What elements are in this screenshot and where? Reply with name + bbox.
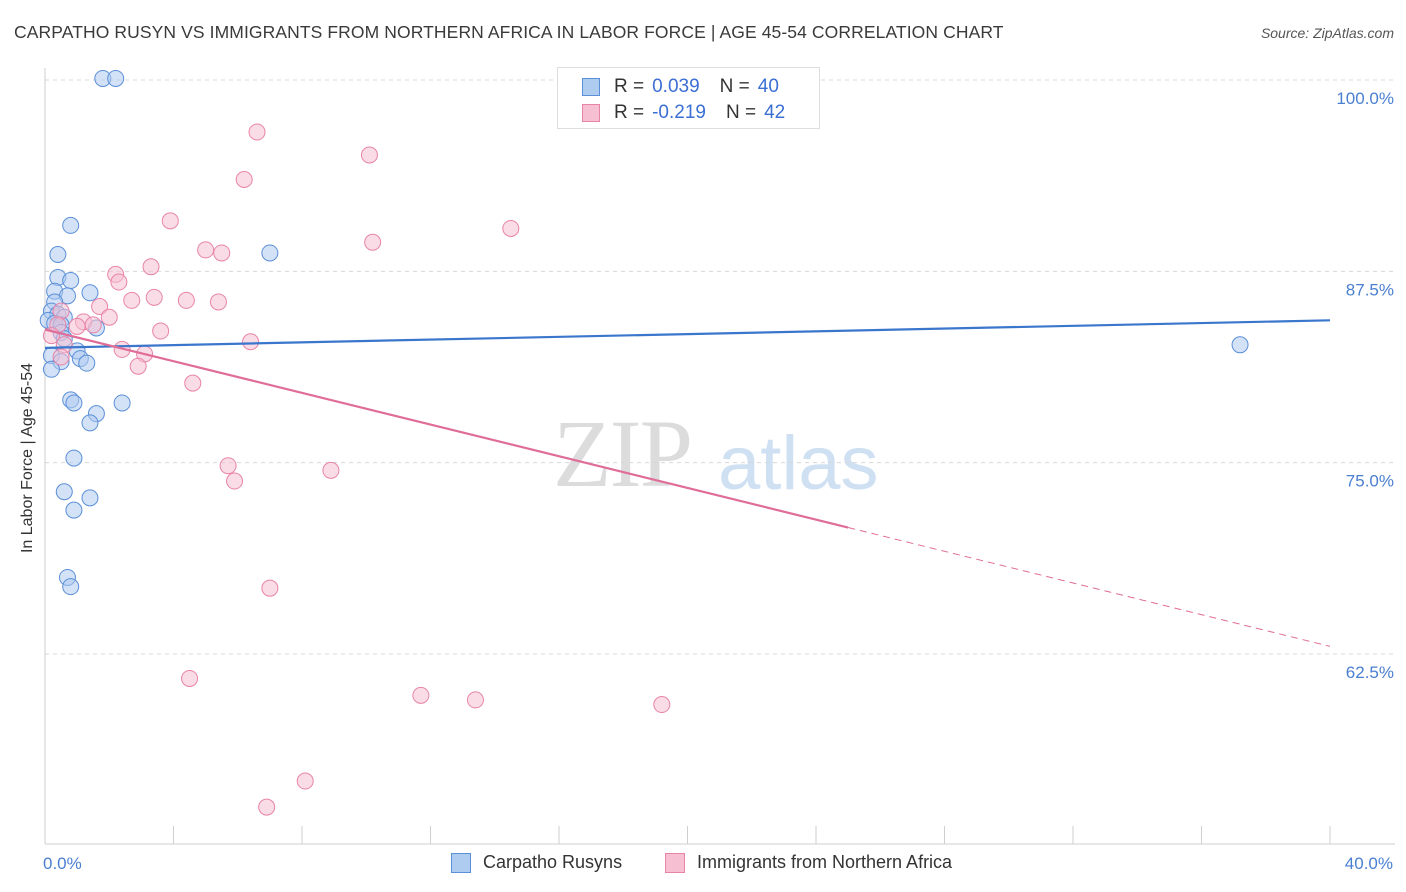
data-point <box>42 360 60 378</box>
r-label: R = <box>614 102 645 123</box>
data-point <box>107 69 125 87</box>
data-point <box>81 284 99 302</box>
data-point <box>65 501 83 519</box>
data-point <box>129 357 147 375</box>
grid-lines <box>45 79 1395 655</box>
y-tick-label: 100.0% <box>1336 89 1394 108</box>
axes <box>44 68 1395 845</box>
data-point <box>360 146 378 164</box>
data-point <box>81 489 99 507</box>
watermark-atlas: atlas <box>718 421 879 506</box>
data-point <box>653 696 671 714</box>
data-point <box>177 291 195 309</box>
legend-item-immigrants-northern-africa: Immigrants from Northern Africa <box>665 852 952 873</box>
data-point <box>145 288 163 306</box>
data-point <box>258 798 276 816</box>
r-value: 0.039 <box>652 76 700 97</box>
data-point <box>62 578 80 596</box>
data-point <box>78 354 96 372</box>
y-tick-label: 87.5% <box>1346 280 1394 299</box>
data-point <box>84 316 102 334</box>
data-point <box>466 691 484 709</box>
data-point <box>181 669 199 687</box>
data-point <box>261 244 279 262</box>
data-point <box>68 317 86 335</box>
data-point <box>152 322 170 340</box>
n-label: N = <box>719 76 750 97</box>
data-point <box>123 291 141 309</box>
series-immigrants-northern-africa <box>42 123 671 816</box>
data-point <box>502 219 520 237</box>
data-point <box>52 348 70 366</box>
data-point <box>52 302 70 320</box>
legend-row-blue: R = 0.039 N = 40 <box>582 75 779 99</box>
data-point <box>364 233 382 251</box>
data-point <box>184 374 202 392</box>
trend-line <box>44 328 849 529</box>
data-point <box>213 244 231 262</box>
series-legend: Carpatho Rusyns Immigrants from Northern… <box>0 852 1406 876</box>
pink-swatch-icon <box>582 104 600 122</box>
y-tick-label: 75.0% <box>1346 472 1394 491</box>
watermark-zip: ZIP <box>553 400 693 507</box>
data-point <box>209 293 227 311</box>
trend-line-extrapolated <box>848 527 1331 647</box>
data-point <box>1231 336 1249 354</box>
trend-lines <box>44 319 1331 647</box>
data-point <box>322 461 340 479</box>
data-point <box>219 457 237 475</box>
legend-row-pink: R = -0.219 N = 42 <box>582 101 785 125</box>
data-point <box>65 394 83 412</box>
correlation-legend: R = 0.039 N = 40 R = -0.219 N = 42 <box>557 67 820 129</box>
legend-item-carpatho-rusyns: Carpatho Rusyns <box>451 852 622 873</box>
data-point <box>248 123 266 141</box>
y-tick-label: 62.5% <box>1346 663 1394 682</box>
data-point <box>197 241 215 259</box>
source-label: Source: ZipAtlas.com <box>1260 25 1394 41</box>
data-point <box>161 212 179 230</box>
n-value: 40 <box>757 76 779 97</box>
data-point <box>91 298 109 316</box>
data-point <box>296 772 314 790</box>
data-point <box>242 333 260 351</box>
pink-swatch-icon <box>665 852 685 873</box>
legend-label: Immigrants from Northern Africa <box>697 852 953 872</box>
data-point <box>235 170 253 188</box>
r-value: -0.219 <box>652 102 706 123</box>
data-point <box>261 579 279 597</box>
data-point <box>65 449 83 467</box>
x-tick-label: 40.0% <box>1345 854 1393 873</box>
data-point <box>55 483 73 501</box>
tick-labels: 100.0% 87.5% 75.0% 62.5% 0.0% 40.0% <box>43 89 1394 873</box>
n-label: N = <box>725 102 757 123</box>
blue-swatch-icon <box>582 78 600 96</box>
blue-swatch-icon <box>451 852 471 873</box>
data-point <box>412 686 430 704</box>
data-point <box>49 245 67 263</box>
data-point <box>113 394 131 412</box>
data-point <box>100 308 118 326</box>
data-point <box>62 216 80 234</box>
data-point <box>81 414 99 432</box>
data-point <box>110 273 128 291</box>
data-point <box>62 272 80 290</box>
data-point <box>142 258 160 276</box>
chart-title: CARPATHO RUSYN VS IMMIGRANTS FROM NORTHE… <box>14 22 1004 42</box>
trend-line <box>44 319 1331 349</box>
data-point <box>226 472 244 490</box>
legend-label: Carpatho Rusyns <box>483 852 623 872</box>
series-carpatho-rusyns <box>39 69 1249 596</box>
x-tick-label: 0.0% <box>43 854 82 873</box>
r-label: R = <box>614 76 645 97</box>
n-value: 42 <box>764 102 786 123</box>
